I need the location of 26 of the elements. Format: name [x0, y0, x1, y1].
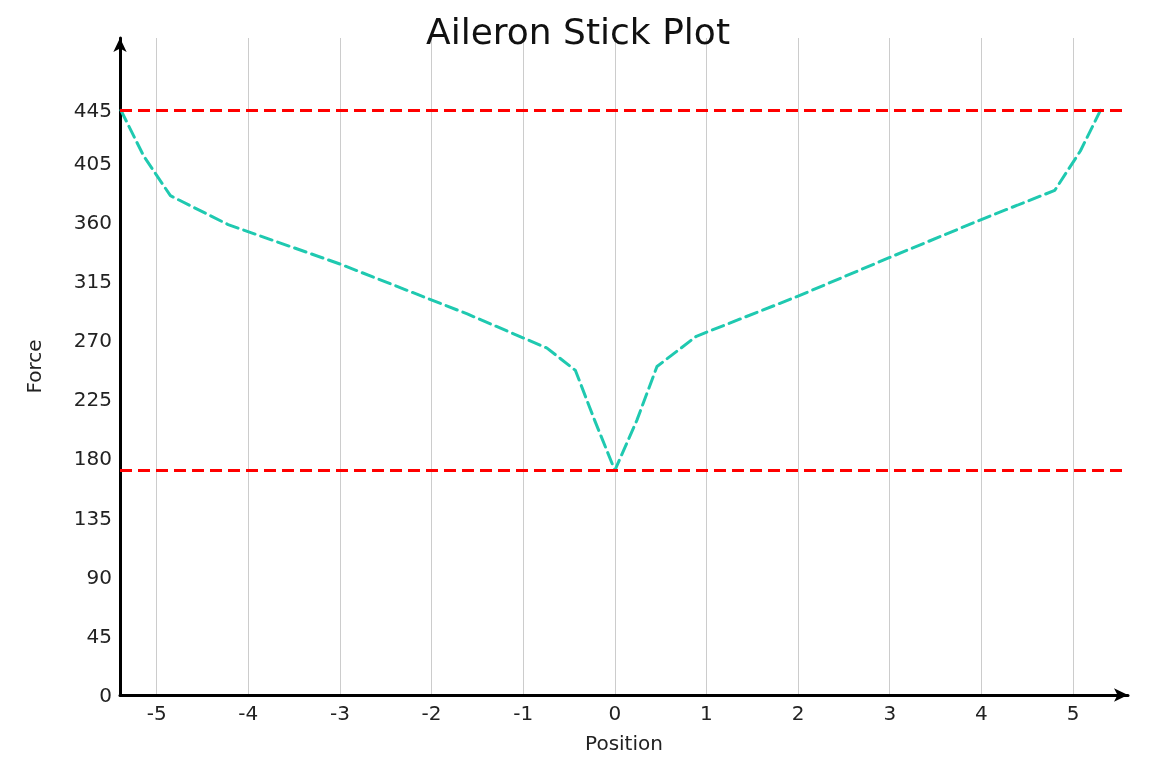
x-tick-label: -3 — [329, 701, 350, 725]
y-tick-label: 135 — [73, 505, 112, 530]
y-tick-label: 360 — [73, 209, 112, 234]
y-tick-label: 180 — [73, 446, 112, 471]
x-tick-label: 1 — [700, 701, 713, 725]
x-tick-label: -4 — [238, 701, 259, 725]
y-tick-label: 0 — [99, 683, 112, 707]
y-tick-label: 90 — [86, 564, 112, 589]
y-tick-label: 270 — [73, 328, 112, 353]
x-tick-label: -1 — [513, 701, 534, 725]
x-tick-label: 4 — [975, 701, 988, 725]
x-axis-title: Position — [585, 731, 663, 755]
x-tick-label: -2 — [421, 701, 442, 725]
y-tick-label: 445 — [73, 98, 112, 123]
x-tick-label: 3 — [883, 701, 897, 725]
y-tick-label: 225 — [73, 387, 112, 412]
y-tick-label: 315 — [73, 269, 112, 294]
line-series — [119, 108, 1103, 472]
y-tick-label: 45 — [86, 623, 112, 648]
y-axis-title: Force — [22, 339, 46, 394]
x-tick-label: 5 — [1066, 701, 1080, 725]
x-tick-label: 2 — [791, 701, 805, 725]
x-tick-label: 0 — [608, 701, 622, 725]
chart-title: Aileron Stick Plot — [426, 10, 730, 52]
y-tick-label: 405 — [73, 150, 112, 175]
x-tick-label: -5 — [146, 701, 167, 725]
